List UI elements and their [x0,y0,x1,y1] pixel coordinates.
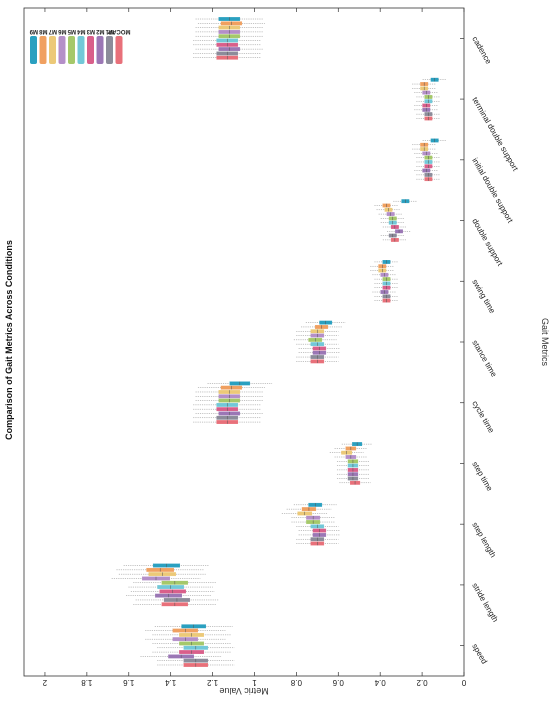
series-m4 [128,38,441,650]
y-axis-title: Metric Value [219,686,268,696]
series-m5 [133,34,441,646]
y-tick-label: 0.8 [290,678,302,687]
legend-swatch [58,36,66,64]
legend-swatch [68,36,75,64]
legend-label: M4 [76,28,85,34]
y-tick-label: 1.2 [206,678,218,687]
legend-label: M2 [95,28,104,34]
legend-label: M9 [29,28,38,34]
series-m1 [135,51,441,663]
y-tick-label: 0 [461,678,466,687]
legend-label: M5 [67,28,76,34]
legend-label: M3 [86,28,95,34]
series-mocap [133,55,441,667]
legend-label: M7 [48,28,57,34]
y-tick-label: 1.6 [123,678,135,687]
series-m2 [126,47,439,659]
y-tick-label: 2 [42,678,47,687]
legend-swatch [39,36,47,64]
legend-label: M6 [57,28,66,34]
y-tick-label: 1 [252,678,257,687]
legend-label: M8 [38,28,47,34]
y-tick-label: 0.2 [416,678,428,687]
series-m9 [123,17,447,629]
legend-swatch [115,36,123,64]
series-m3 [130,42,441,654]
legend-swatch [30,36,37,64]
y-tick-label: 0.6 [332,678,344,687]
y-tick-label: 1.8 [81,678,93,687]
chart-title: Comparison of Gait Metrics Across Condit… [4,240,14,440]
series-m7 [118,25,437,637]
y-tick-label: 0.4 [374,678,386,687]
legend-swatch [96,36,104,64]
legend-swatch [77,36,85,64]
legend-label: MOCAP [108,28,130,34]
x-axis-title: Gait Metrics [540,318,550,367]
legend-label: M1 [105,28,114,34]
y-tick-label: 1.4 [165,678,177,687]
legend-swatch [49,36,56,64]
legend-swatch [87,36,94,64]
series-m6 [111,30,439,642]
series-m8 [116,21,437,633]
legend-swatch [106,36,113,64]
